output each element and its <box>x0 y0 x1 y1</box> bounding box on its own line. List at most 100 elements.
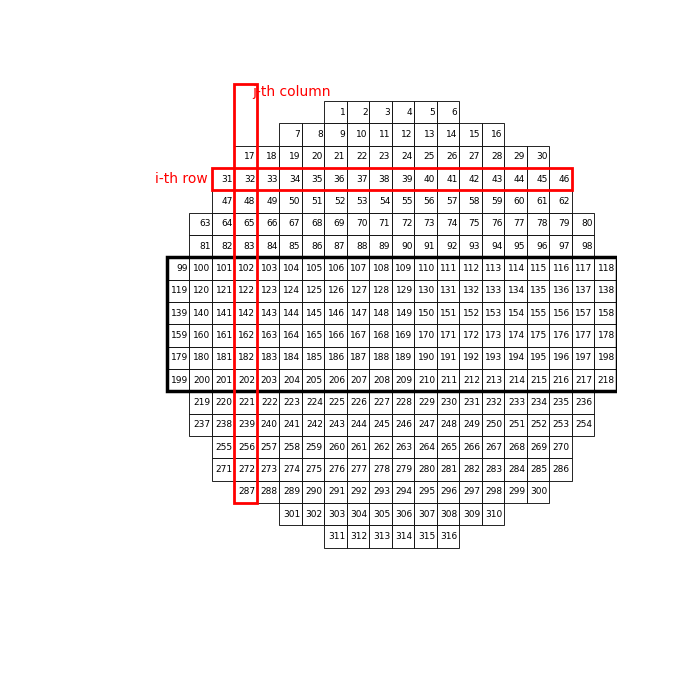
Text: 74: 74 <box>446 219 458 228</box>
Text: 62: 62 <box>558 197 570 206</box>
Text: 116: 116 <box>553 264 570 273</box>
Bar <box>571 212 594 235</box>
Bar <box>369 324 392 347</box>
Text: 50: 50 <box>289 197 300 206</box>
Bar <box>504 212 527 235</box>
Text: 128: 128 <box>373 286 390 296</box>
Bar <box>414 369 437 392</box>
Text: 217: 217 <box>575 376 593 385</box>
Text: 150: 150 <box>418 308 435 317</box>
Bar <box>302 458 324 481</box>
Bar <box>190 212 212 235</box>
Bar <box>594 347 616 369</box>
Text: 289: 289 <box>283 487 300 496</box>
Text: 281: 281 <box>440 465 458 474</box>
Text: 226: 226 <box>351 398 368 407</box>
Bar <box>527 369 549 392</box>
Text: 216: 216 <box>553 376 570 385</box>
Bar <box>302 503 324 525</box>
Text: 136: 136 <box>553 286 570 296</box>
Bar <box>482 413 504 436</box>
Bar <box>504 324 527 347</box>
Text: 185: 185 <box>306 353 323 362</box>
Bar <box>392 101 414 123</box>
Text: 99: 99 <box>177 264 188 273</box>
Bar <box>414 123 437 146</box>
Text: 103: 103 <box>260 264 278 273</box>
Bar <box>347 503 369 525</box>
Text: 63: 63 <box>199 219 210 228</box>
Bar <box>302 347 324 369</box>
Text: 230: 230 <box>440 398 458 407</box>
Text: 199: 199 <box>171 376 188 385</box>
Bar <box>302 257 324 280</box>
Text: 284: 284 <box>508 465 525 474</box>
Bar <box>167 257 616 392</box>
Bar <box>302 302 324 324</box>
Text: 60: 60 <box>514 197 525 206</box>
Text: i-th row: i-th row <box>155 172 208 186</box>
Bar <box>482 324 504 347</box>
Text: 174: 174 <box>508 331 525 340</box>
Bar <box>414 302 437 324</box>
Bar <box>324 190 347 212</box>
Bar <box>347 347 369 369</box>
Bar <box>257 436 279 458</box>
Text: 29: 29 <box>514 153 525 161</box>
Text: 260: 260 <box>328 443 345 452</box>
Text: 228: 228 <box>396 398 412 407</box>
Bar <box>257 324 279 347</box>
Text: 69: 69 <box>334 219 345 228</box>
Bar <box>549 302 571 324</box>
Bar <box>324 436 347 458</box>
Text: 51: 51 <box>311 197 323 206</box>
Text: 149: 149 <box>395 308 412 317</box>
Text: 80: 80 <box>581 219 593 228</box>
Bar <box>549 190 571 212</box>
Text: 40: 40 <box>424 174 435 184</box>
Text: 5: 5 <box>429 108 435 116</box>
Bar <box>392 168 414 190</box>
Bar <box>369 302 392 324</box>
Text: 4: 4 <box>407 108 412 116</box>
Bar <box>482 123 504 146</box>
Bar <box>392 324 414 347</box>
Text: 124: 124 <box>284 286 300 296</box>
Bar <box>504 146 527 168</box>
Bar <box>437 123 459 146</box>
Text: j-th column: j-th column <box>252 84 331 99</box>
Text: 202: 202 <box>238 376 256 385</box>
Text: 78: 78 <box>536 219 547 228</box>
Bar <box>369 413 392 436</box>
Bar <box>324 347 347 369</box>
Text: 312: 312 <box>351 532 368 541</box>
Text: 6: 6 <box>452 108 458 116</box>
Text: 45: 45 <box>536 174 547 184</box>
Bar <box>459 436 482 458</box>
Text: 38: 38 <box>379 174 390 184</box>
Text: 167: 167 <box>351 331 368 340</box>
Bar <box>257 413 279 436</box>
Bar <box>571 324 594 347</box>
Bar <box>234 257 257 280</box>
Bar <box>504 369 527 392</box>
Bar <box>527 212 549 235</box>
Bar <box>369 280 392 302</box>
Text: 242: 242 <box>306 420 323 429</box>
Text: 120: 120 <box>193 286 210 296</box>
Bar <box>234 324 257 347</box>
Bar <box>594 302 616 324</box>
Bar <box>190 369 212 392</box>
Bar <box>167 324 190 347</box>
Bar <box>459 257 482 280</box>
Text: 256: 256 <box>238 443 256 452</box>
Text: 157: 157 <box>575 308 593 317</box>
Text: 215: 215 <box>530 376 547 385</box>
Bar <box>482 392 504 413</box>
Bar <box>324 302 347 324</box>
Bar <box>212 302 234 324</box>
Text: 166: 166 <box>328 331 345 340</box>
Text: 220: 220 <box>216 398 233 407</box>
Bar <box>459 146 482 168</box>
Bar <box>549 392 571 413</box>
